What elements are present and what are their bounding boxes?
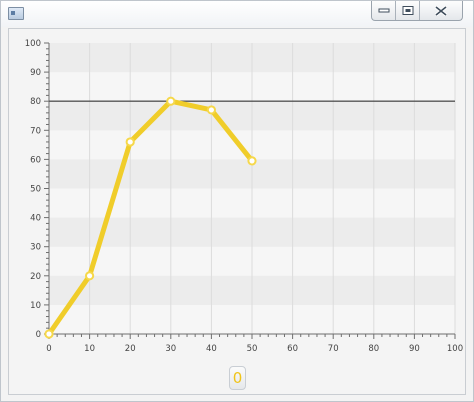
x-tick-label: 70: [328, 344, 339, 354]
restore-button[interactable]: [396, 1, 420, 20]
minimize-button[interactable]: [372, 1, 396, 20]
window-title: [33, 8, 93, 20]
y-tick-label: 20: [30, 272, 41, 282]
x-tick-label: 30: [165, 344, 176, 354]
title-bar[interactable]: [1, 1, 473, 27]
series-line: [46, 98, 255, 337]
x-tick-label: 20: [125, 344, 136, 354]
y-tick-label: 40: [30, 214, 41, 224]
data-point: [206, 105, 216, 115]
data-point: [44, 329, 54, 339]
data-point: [247, 156, 257, 166]
y-tick-label: 10: [30, 301, 41, 311]
window-controls: [371, 1, 463, 21]
x-tick-label: 10: [84, 344, 95, 354]
y-tick-label: 80: [30, 97, 41, 107]
minimize-icon: [378, 8, 389, 12]
y-tick-label: 70: [30, 126, 41, 136]
restore-icon: [402, 5, 413, 15]
x-tick-label: 90: [409, 344, 420, 354]
window-icon[interactable]: [8, 7, 24, 20]
x-tick-label: 0: [46, 344, 51, 354]
x-tick-label: 80: [368, 344, 379, 354]
y-tick-label: 100: [25, 39, 41, 49]
chart-panel: 0 10 20 30 40 50 60 70 80 90 100 0 10 20 30 40 50 60 70 80 9…: [8, 28, 466, 395]
y-tick-label: 90: [30, 68, 41, 78]
x-tick-label: 100: [447, 344, 463, 354]
y-tick-label: 60: [30, 155, 41, 165]
x-tick-label: 50: [247, 344, 258, 354]
x-tick-label: 40: [206, 344, 217, 354]
close-icon: [435, 5, 447, 16]
line-chart: 0 10 20 30 40 50 60 70 80 90 100 0 10 20 30 40 50 60 70 80 9…: [25, 39, 463, 354]
counter-badge: 0: [229, 366, 246, 390]
data-point: [166, 96, 176, 106]
data-point: [85, 271, 95, 281]
x-tick-label: 60: [287, 344, 298, 354]
y-tick-label: 0: [36, 330, 41, 340]
y-tick-label: 30: [30, 243, 41, 253]
y-tick-label: 50: [30, 185, 41, 195]
data-point: [125, 137, 135, 147]
close-button[interactable]: [420, 1, 462, 20]
